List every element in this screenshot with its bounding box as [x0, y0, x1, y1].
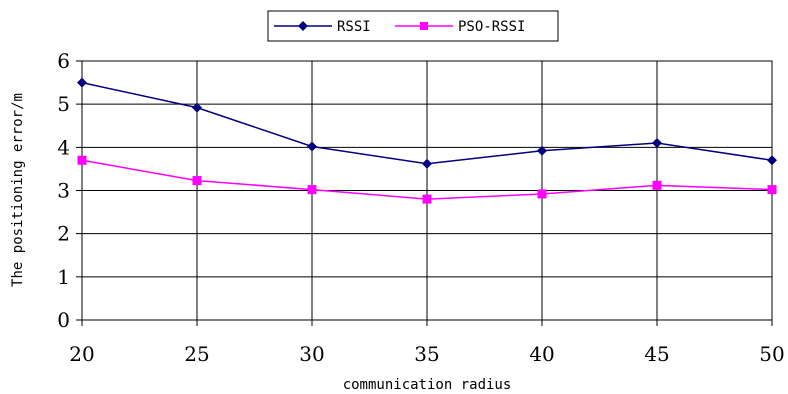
point-pso-rssi-25	[192, 176, 202, 186]
y-tick-label-6: 6	[57, 49, 70, 73]
y-axis-title: The positioning error/m	[10, 93, 26, 287]
point-rssi-25	[192, 102, 202, 113]
point-pso-rssi-45	[652, 180, 662, 190]
legend-marker-pso-rssi	[420, 22, 428, 30]
x-tick-label-30: 30	[299, 342, 324, 366]
legend-label-pso-rssi: PSO-RSSI	[458, 19, 525, 35]
x-tick-label-45: 45	[644, 342, 669, 366]
grid	[76, 60, 773, 326]
legend: RSSI PSO-RSSI	[267, 10, 559, 42]
point-rssi-40	[537, 145, 547, 156]
x-tick-label-25: 25	[184, 342, 209, 366]
x-tick-label-40: 40	[529, 342, 554, 366]
y-axis-ticks: 0 1 2 3 4 5 6	[57, 49, 70, 332]
point-pso-rssi-30	[307, 185, 317, 195]
point-pso-rssi-35	[422, 194, 432, 204]
point-pso-rssi-50	[767, 185, 777, 195]
y-tick-label-5: 5	[57, 92, 70, 116]
series-group	[77, 77, 777, 204]
legend-marker-rssi	[298, 21, 308, 31]
point-rssi-20	[77, 77, 87, 88]
point-rssi-30	[307, 141, 317, 152]
point-rssi-45	[652, 138, 662, 149]
y-tick-label-2: 2	[57, 222, 70, 246]
y-tick-label-4: 4	[57, 135, 70, 159]
point-rssi-50	[767, 155, 777, 166]
y-tick-label-1: 1	[57, 265, 70, 289]
y-tick-label-0: 0	[57, 308, 70, 332]
x-tick-label-50: 50	[759, 342, 784, 366]
x-tick-label-20: 20	[69, 342, 94, 366]
legend-label-rssi: RSSI	[337, 19, 371, 35]
x-axis-ticks: 20 25 30 35 40 45 50	[69, 342, 784, 366]
x-tick-label-35: 35	[414, 342, 439, 366]
y-tick-label-3: 3	[57, 179, 70, 203]
point-pso-rssi-20	[77, 155, 87, 165]
x-axis-title: communication radius	[343, 377, 512, 393]
point-rssi-35	[422, 158, 432, 169]
point-pso-rssi-40	[537, 189, 547, 199]
